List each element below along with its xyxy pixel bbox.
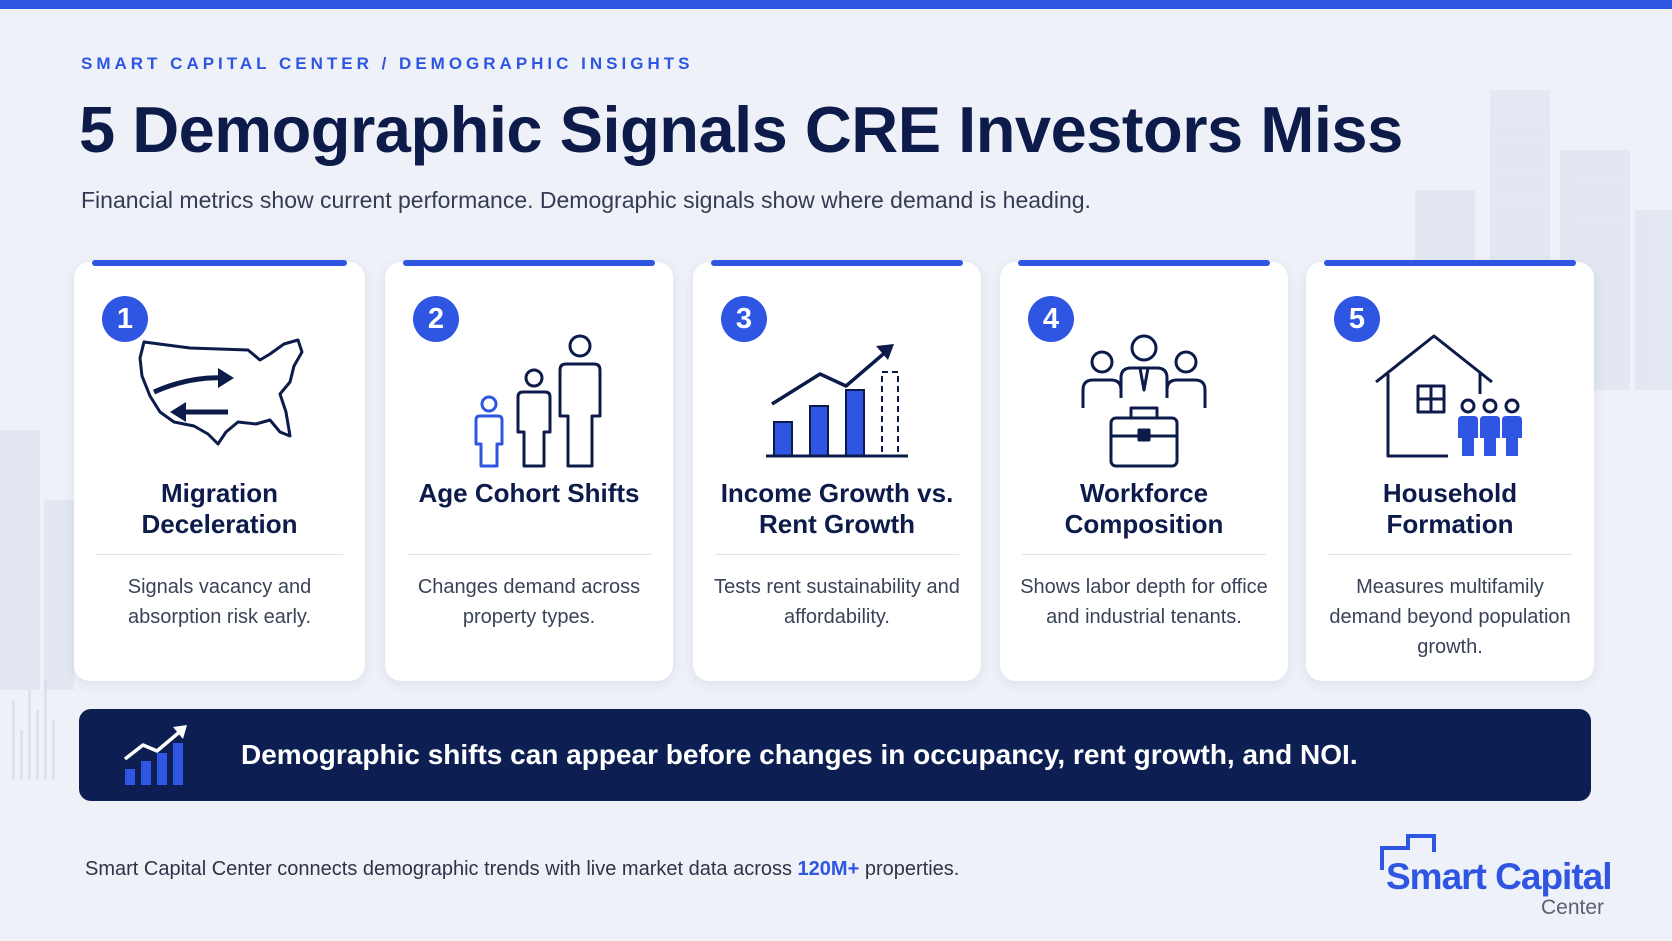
eyebrow-label: SMART CAPITAL CENTER / DEMOGRAPHIC INSIG… <box>81 54 694 73</box>
trend-chart-icon <box>123 725 187 785</box>
signal-card-5: 5 Household Formation Measures multifami… <box>1306 260 1594 681</box>
insight-banner: Demographic shifts can appear before cha… <box>79 709 1591 801</box>
logo-name: Smart Capital <box>1386 856 1613 897</box>
card-divider <box>407 554 651 555</box>
card-number-badge: 5 <box>1334 296 1380 342</box>
card-description: Tests rent sustainability and affordabil… <box>714 576 960 628</box>
card-description: Shows labor depth for office and industr… <box>1020 576 1268 628</box>
footer-text-before: Smart Capital Center connects demographi… <box>85 858 798 880</box>
house-family-icon <box>1375 334 1522 458</box>
card-divider <box>1022 554 1266 555</box>
growth-bar-chart-icon <box>766 344 908 458</box>
card-accent-bar <box>1018 260 1270 266</box>
footer-text: Smart Capital Center connects demographi… <box>85 858 959 881</box>
card-accent-bar <box>1324 260 1576 266</box>
footer-highlight: 120M+ <box>797 858 860 880</box>
card-accent-bar <box>403 260 655 266</box>
card-description: Changes demand across property types. <box>417 576 641 628</box>
card-description: Measures multifamily demand beyond popul… <box>1329 576 1571 658</box>
card-title: Age Cohort Shifts <box>418 478 640 508</box>
card-title: Household Formation <box>1382 478 1518 539</box>
card-divider <box>1328 554 1572 555</box>
card-number-badge: 1 <box>102 296 148 342</box>
workforce-briefcase-icon <box>1081 334 1207 468</box>
brand-logo[interactable]: Smart Capital Center <box>1374 832 1613 922</box>
footer-text-after: properties. <box>859 858 960 880</box>
card-title: Workforce Composition <box>1064 478 1224 539</box>
page-title: 5 Demographic Signals CRE Investors Miss <box>79 93 1403 166</box>
us-map-migration-icon <box>138 338 303 446</box>
card-title: Income Growth vs. Rent Growth <box>720 478 954 539</box>
signal-card-2: 2 Age Cohort Shifts Changes demand acros… <box>385 260 673 681</box>
card-number-badge: 4 <box>1028 296 1074 342</box>
card-accent-bar <box>92 260 347 266</box>
card-divider <box>715 554 959 555</box>
signal-card-4: 4 Workforce Composition Shows labor dept… <box>1000 260 1288 681</box>
card-number-badge: 3 <box>721 296 767 342</box>
card-number-badge: 2 <box>413 296 459 342</box>
card-title: Migration Deceleration <box>141 478 298 539</box>
card-accent-bar <box>711 260 963 266</box>
page-subtitle: Financial metrics show current performan… <box>81 187 1091 213</box>
banner-text: Demographic shifts can appear before cha… <box>241 739 1358 770</box>
top-accent-bar <box>0 0 1672 9</box>
age-cohort-people-icon <box>474 334 602 468</box>
signal-card-1: 1 Migration Deceleration Signals vacancy… <box>74 260 365 681</box>
logo-subtext: Center <box>1540 896 1604 919</box>
card-description: Signals vacancy and absorption risk earl… <box>127 576 312 628</box>
logo-mark-icon <box>1380 834 1436 870</box>
card-divider <box>96 554 343 555</box>
signal-card-3: 3 Income Growth vs. Rent Growth Tests re… <box>693 260 981 681</box>
